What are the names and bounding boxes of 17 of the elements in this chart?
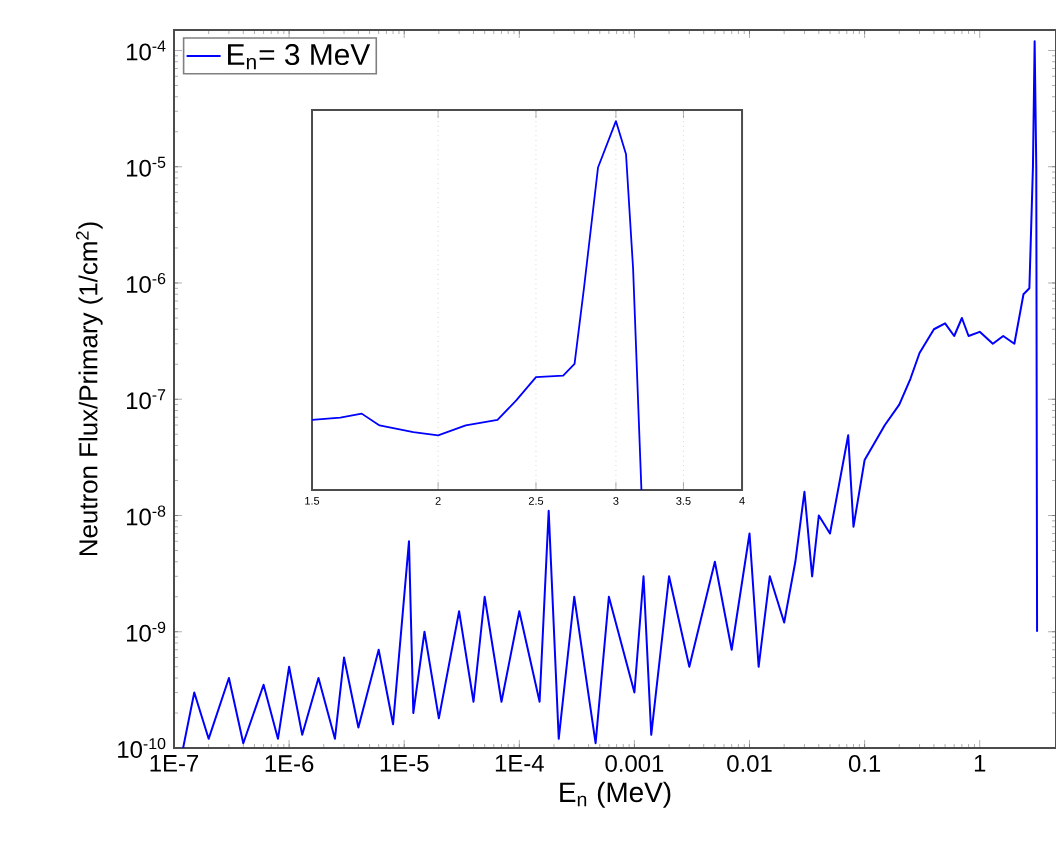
- y-tick-label: 10$^{-4}$: [127, 40, 166, 61]
- x-axis-title: E$_{n}$ (MeV): [560, 781, 671, 808]
- x-tick-label: 1E-4: [495, 755, 544, 772]
- x-tick-label: 1E-5: [380, 755, 429, 772]
- x-tick-label: 0.1: [848, 755, 881, 772]
- y-tick-label: 10$^{-9}$: [127, 621, 166, 642]
- y-tick-label: 10$^{-6}$: [127, 272, 166, 293]
- y-tick-label: 10$^{-8}$: [127, 505, 166, 526]
- y-axis-title: Neutron Flux/Primary (1/cm$^{2}$): [75, 222, 103, 556]
- legend-label: E$_{n}$= 3 MeV: [228, 43, 371, 70]
- x-tick-label: 0.01: [727, 755, 772, 772]
- y-tick-label: 10$^{-7}$: [127, 389, 166, 410]
- x-tick-label: 1: [974, 755, 986, 772]
- x-tick-label: 1E-6: [265, 755, 314, 772]
- y-tick-label: 10$^{-5}$: [127, 156, 166, 177]
- x-tick-label: 1E-7: [150, 755, 199, 772]
- x-tick-label: 0.001: [605, 755, 664, 772]
